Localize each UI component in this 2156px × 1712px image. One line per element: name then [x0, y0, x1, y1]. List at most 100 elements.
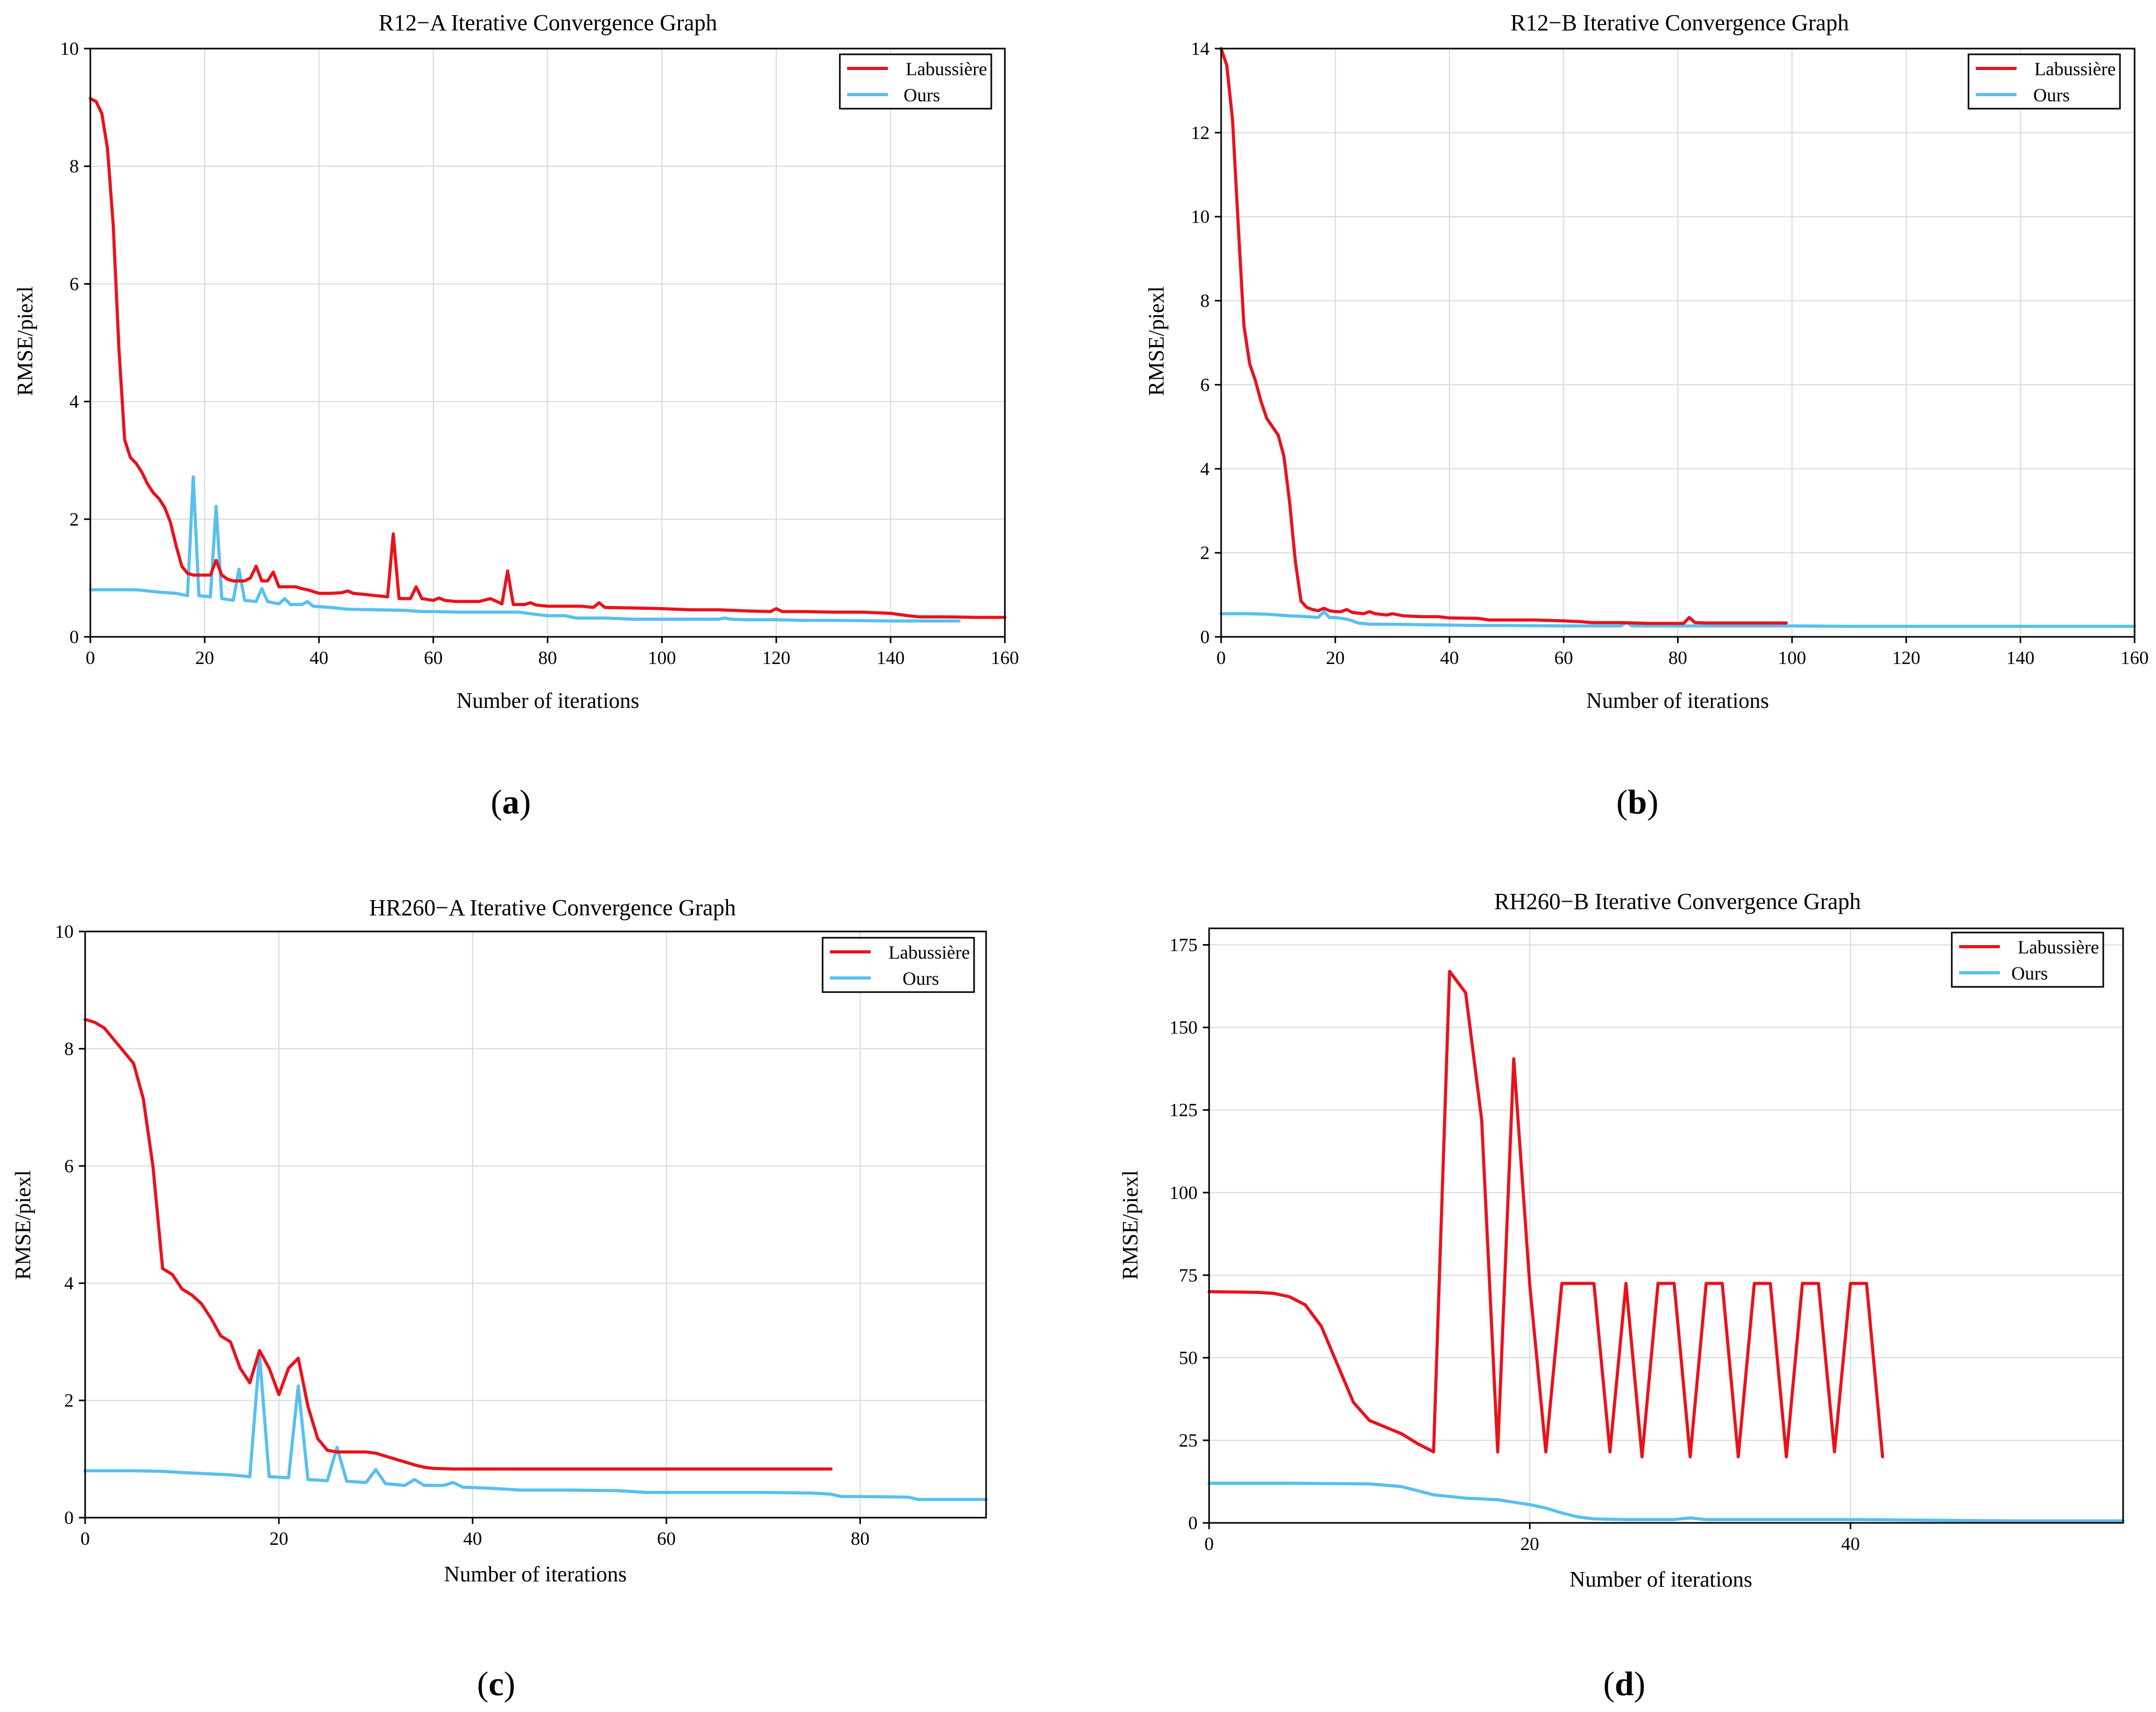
legend-label-ours-d: Ours: [2011, 963, 2048, 984]
series-group-a: [89, 97, 1006, 623]
y-tick-label: 8: [1200, 290, 1210, 311]
y-tick-label: 4: [69, 391, 79, 412]
legend-d: Labussière Ours: [1951, 931, 2104, 988]
x-axis-title-b: Number of iterations: [1586, 689, 1769, 713]
y-tick-label: 2: [69, 509, 79, 530]
series-line-labussiere: [1208, 970, 1884, 1459]
x-tick-label: 120: [1892, 647, 1920, 668]
y-tick-label: 0: [69, 626, 79, 647]
x-axis-title-d: Number of iterations: [1569, 1568, 1752, 1592]
series-group-d: [1208, 970, 2125, 1523]
y-tick-label: 10: [55, 921, 74, 942]
legend-box-d: [1951, 931, 2104, 988]
y-tick-label: 0: [1200, 626, 1210, 647]
y-tick-label: 75: [1179, 1265, 1198, 1286]
x-tick-label: 40: [1841, 1533, 1860, 1554]
caption-c-open: (: [477, 1665, 488, 1703]
caption-b: (b): [1616, 783, 1659, 821]
series-line-ours: [84, 1353, 988, 1501]
y-tick-label: 8: [69, 156, 79, 177]
x-tick-label: 80: [538, 647, 557, 668]
x-tick-label: 40: [463, 1528, 482, 1549]
legend-label-ours-b: Ours: [2033, 85, 2070, 106]
caption-c-close: ): [504, 1665, 515, 1703]
y-tick-label: 8: [64, 1038, 74, 1059]
y-axis-title-a: RMSE/piexl: [14, 286, 38, 396]
y-tick-label: 0: [64, 1507, 74, 1528]
x-tick-label: 0: [1216, 647, 1226, 668]
y-axis-title-d: RMSE/piexl: [1119, 1170, 1143, 1280]
legend-label-labussiere-b: Labussière: [2034, 59, 2116, 79]
grid-d: [1209, 928, 2123, 1523]
panel-b: R12−B Iterative Convergence Graph RMSE/p…: [1145, 10, 2149, 821]
panel-a: R12−A Iterative Convergence Graph RMSE/p…: [14, 10, 1019, 821]
x-axis-title-a: Number of iterations: [456, 689, 639, 713]
x-axis-title-c: Number of iterations: [444, 1563, 627, 1587]
ticks-d: 0 20 40 0 25 50 75 100 125 150 175: [1169, 935, 1860, 1554]
series-line-labussiere: [89, 97, 1006, 619]
caption-c: (c): [477, 1665, 515, 1703]
y-tick-label: 6: [1200, 374, 1210, 395]
y-tick-label: 4: [1200, 458, 1210, 479]
legend-label-labussiere-d: Labussière: [2018, 937, 2099, 958]
x-tick-label: 100: [1778, 647, 1806, 668]
series-group-b: [1220, 47, 2136, 628]
x-tick-label: 60: [657, 1528, 676, 1549]
chart-title-b: R12−B Iterative Convergence Graph: [1510, 10, 1849, 36]
legend-label-labussiere-c: Labussière: [888, 942, 970, 963]
caption-b-letter: b: [1628, 783, 1647, 821]
x-tick-label: 160: [2120, 647, 2149, 668]
x-tick-label: 120: [762, 647, 790, 668]
series-line-ours: [89, 475, 961, 623]
chart-title-c: HR260−A Iterative Convergence Graph: [369, 895, 736, 921]
legend-a: Labussière Ours: [839, 53, 992, 110]
y-tick-label: 175: [1169, 935, 1198, 956]
grid-a: [90, 49, 1005, 637]
y-tick-label: 6: [69, 273, 79, 294]
x-tick-label: 40: [310, 647, 329, 668]
legend-box-b: [1967, 53, 2121, 110]
x-tick-label: 0: [1204, 1533, 1214, 1554]
caption-c-letter: c: [488, 1665, 503, 1703]
series-group-c: [84, 1018, 988, 1501]
legend-box-a: [839, 53, 992, 110]
plot-frame-c: [84, 930, 987, 1519]
panel-c: HR260−A Iterative Convergence Graph RMSE…: [11, 895, 988, 1703]
x-tick-label: 40: [1440, 647, 1459, 668]
y-axis-title-b: RMSE/piexl: [1145, 286, 1169, 396]
ticks-b: 0 20 40 60 80 100 120 140 160 0 2 4 6 8 10 12 14: [1191, 38, 2149, 668]
y-tick-label: 10: [60, 38, 79, 59]
legend-label-labussiere-a: Labussière: [906, 59, 987, 79]
x-tick-label: 60: [424, 647, 443, 668]
y-tick-label: 12: [1191, 122, 1210, 143]
x-tick-label: 20: [1520, 1533, 1539, 1554]
y-tick-label: 25: [1179, 1430, 1198, 1451]
chart-title-d: RH260−B Iterative Convergence Graph: [1494, 889, 1861, 914]
caption-d-close: ): [1634, 1665, 1645, 1703]
chart-title-a: R12−A Iterative Convergence Graph: [379, 10, 717, 36]
panel-d: RH260−B Iterative Convergence Graph RMSE…: [1119, 889, 2125, 1703]
legend-label-ours-a: Ours: [904, 85, 940, 106]
y-tick-label: 2: [64, 1390, 74, 1411]
ticks-a: 0 20 40 60 80 100 120 140 160 0 2 4 6 8 10: [60, 38, 1019, 668]
y-tick-label: 150: [1169, 1017, 1198, 1038]
y-tick-label: 2: [1200, 542, 1210, 563]
y-tick-label: 100: [1169, 1182, 1198, 1203]
caption-d-open: (: [1603, 1665, 1615, 1703]
caption-b-open: (: [1616, 783, 1628, 821]
x-tick-label: 80: [851, 1528, 870, 1549]
y-tick-label: 6: [64, 1156, 74, 1177]
caption-d: (d): [1603, 1665, 1646, 1703]
series-line-labussiere: [1220, 47, 1788, 625]
x-tick-label: 20: [195, 647, 214, 668]
x-tick-label: 0: [80, 1528, 90, 1549]
series-line-ours: [1208, 1482, 2125, 1523]
legend-label-ours-c: Ours: [903, 968, 939, 989]
plot-frame-d: [1208, 927, 2124, 1524]
y-tick-label: 50: [1179, 1347, 1198, 1368]
x-tick-label: 80: [1669, 647, 1688, 668]
caption-a: (a): [491, 783, 531, 821]
y-tick-label: 125: [1169, 1100, 1198, 1121]
x-tick-label: 20: [1326, 647, 1345, 668]
